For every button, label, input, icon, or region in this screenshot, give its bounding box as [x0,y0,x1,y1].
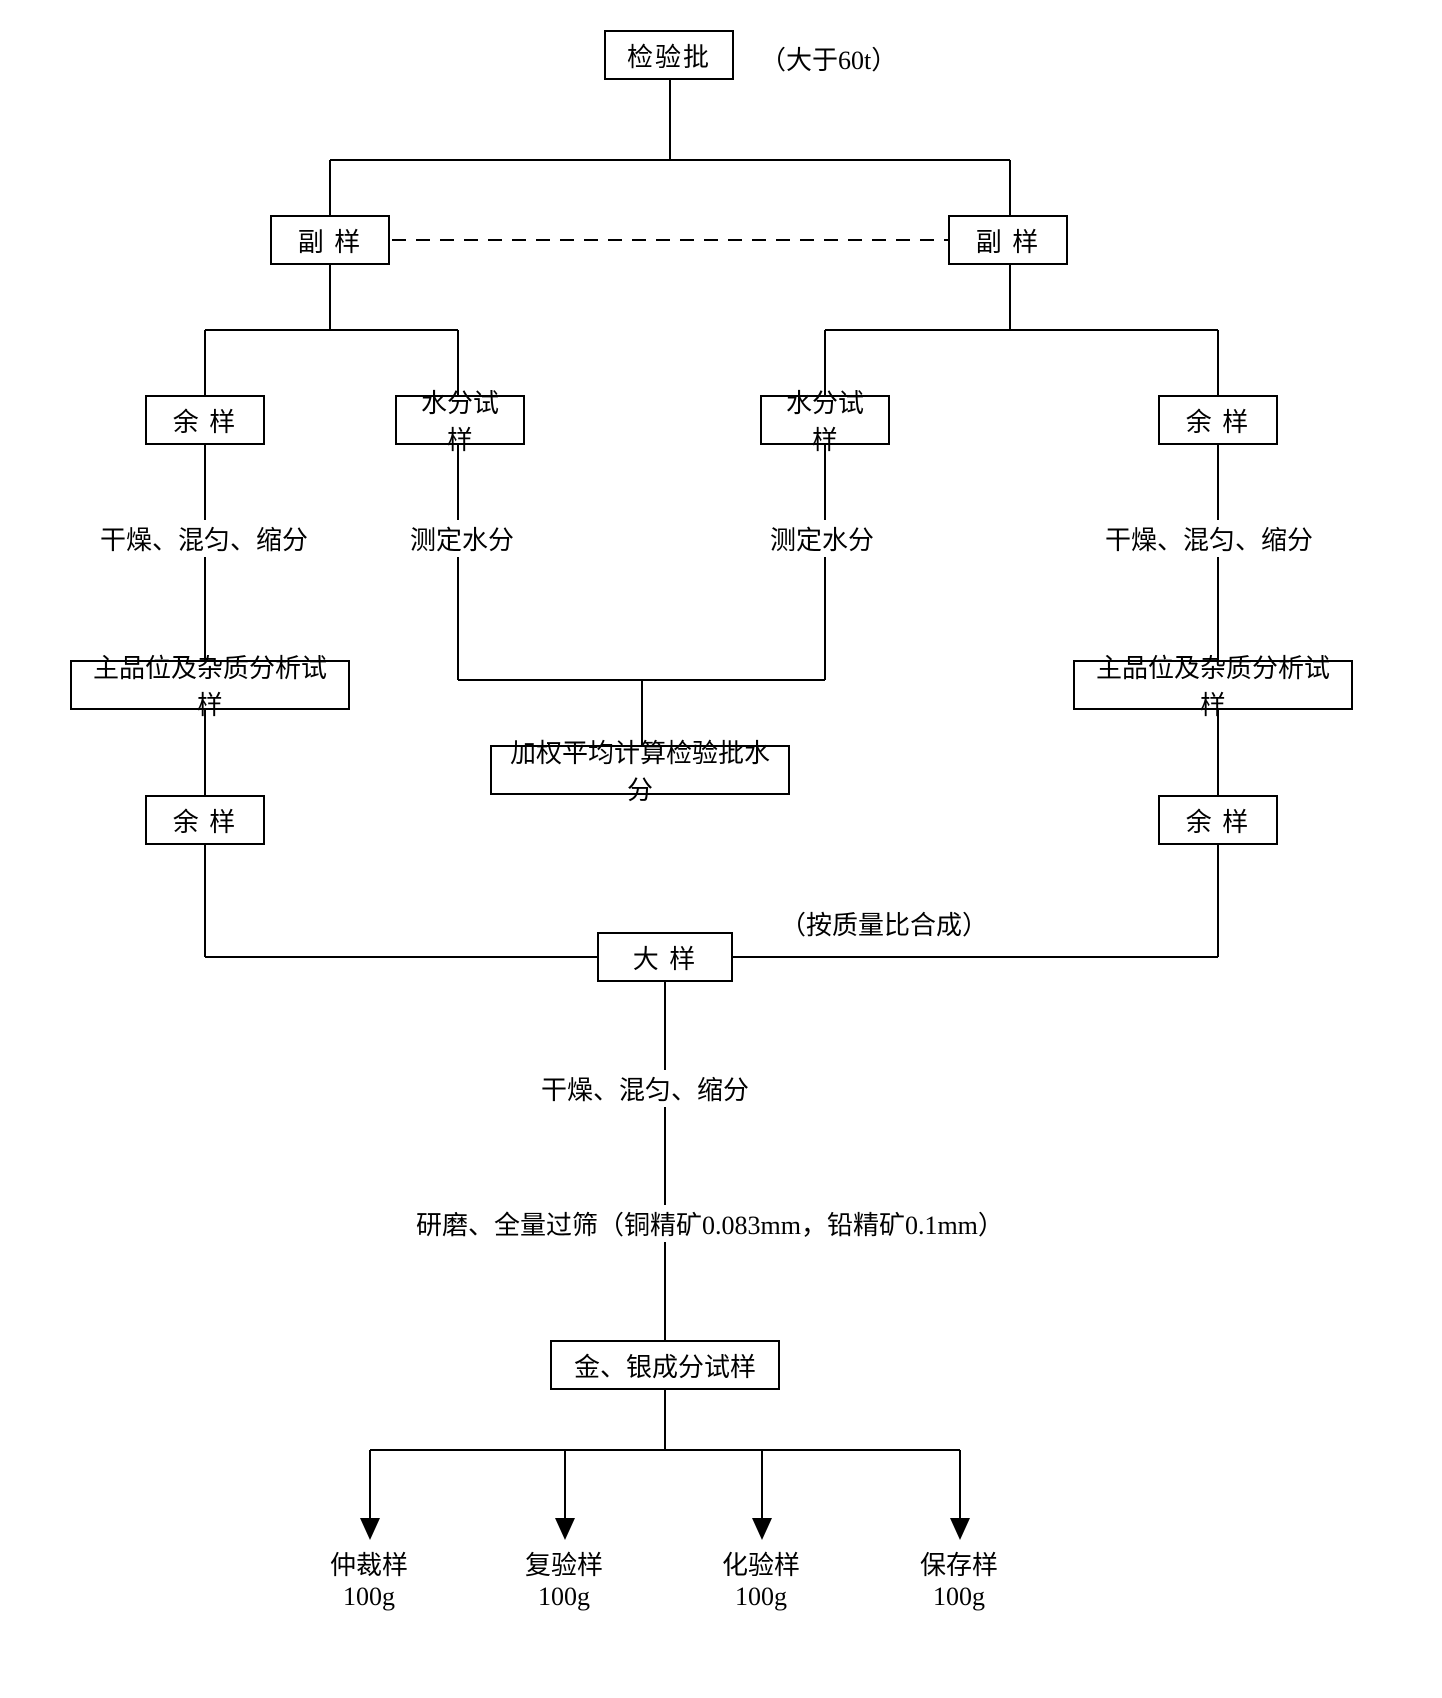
node-residual-right-2: 余 样 [1158,795,1278,845]
node-moisture-right: 水分试样 [760,395,890,445]
node-sub-sample-left: 副 样 [270,215,390,265]
output-retest-name: 复验样 [525,1551,603,1580]
node-analysis-left: 主品位及杂质分析试样 [70,660,350,710]
node-weighted-avg: 加权平均计算检验批水分 [490,745,790,795]
output-retest: 复验样 100g [525,1545,603,1612]
node-big-sample: 大 样 [597,932,733,982]
output-assay-weight: 100g [735,1582,787,1611]
label-by-mass: （按质量比合成） [780,905,988,942]
node-moisture-left: 水分试样 [395,395,525,445]
node-inspection-batch: 检验批 [604,30,734,80]
output-reserve: 保存样 100g [920,1545,998,1612]
node-residual-left-2: 余 样 [145,795,265,845]
node-gold-silver: 金、银成分试样 [550,1340,780,1390]
label-dry-mix-right: 干燥、混匀、缩分 [1105,520,1313,557]
label-dry-mix-left: 干燥、混匀、缩分 [100,520,308,557]
label-batch-note: （大于60t） [760,40,897,77]
flowchart-connectors [0,0,1442,1698]
label-grind: 研磨、全量过筛（铜精矿0.083mm，铅精矿0.1mm） [410,1205,1010,1242]
output-arbitration-name: 仲裁样 [330,1551,408,1580]
output-assay: 化验样 100g [722,1545,800,1612]
output-arbitration-weight: 100g [343,1582,395,1611]
output-arbitration: 仲裁样 100g [330,1545,408,1612]
label-measure-left: 测定水分 [410,520,514,557]
node-sub-sample-right: 副 样 [948,215,1068,265]
label-measure-right: 测定水分 [770,520,874,557]
output-reserve-weight: 100g [933,1582,985,1611]
node-analysis-right: 主品位及杂质分析试样 [1073,660,1353,710]
label-dry-mix-big: 干燥、混匀、缩分 [535,1070,755,1107]
output-reserve-name: 保存样 [920,1551,998,1580]
output-assay-name: 化验样 [722,1551,800,1580]
node-residual-left: 余 样 [145,395,265,445]
node-residual-right: 余 样 [1158,395,1278,445]
output-retest-weight: 100g [538,1582,590,1611]
